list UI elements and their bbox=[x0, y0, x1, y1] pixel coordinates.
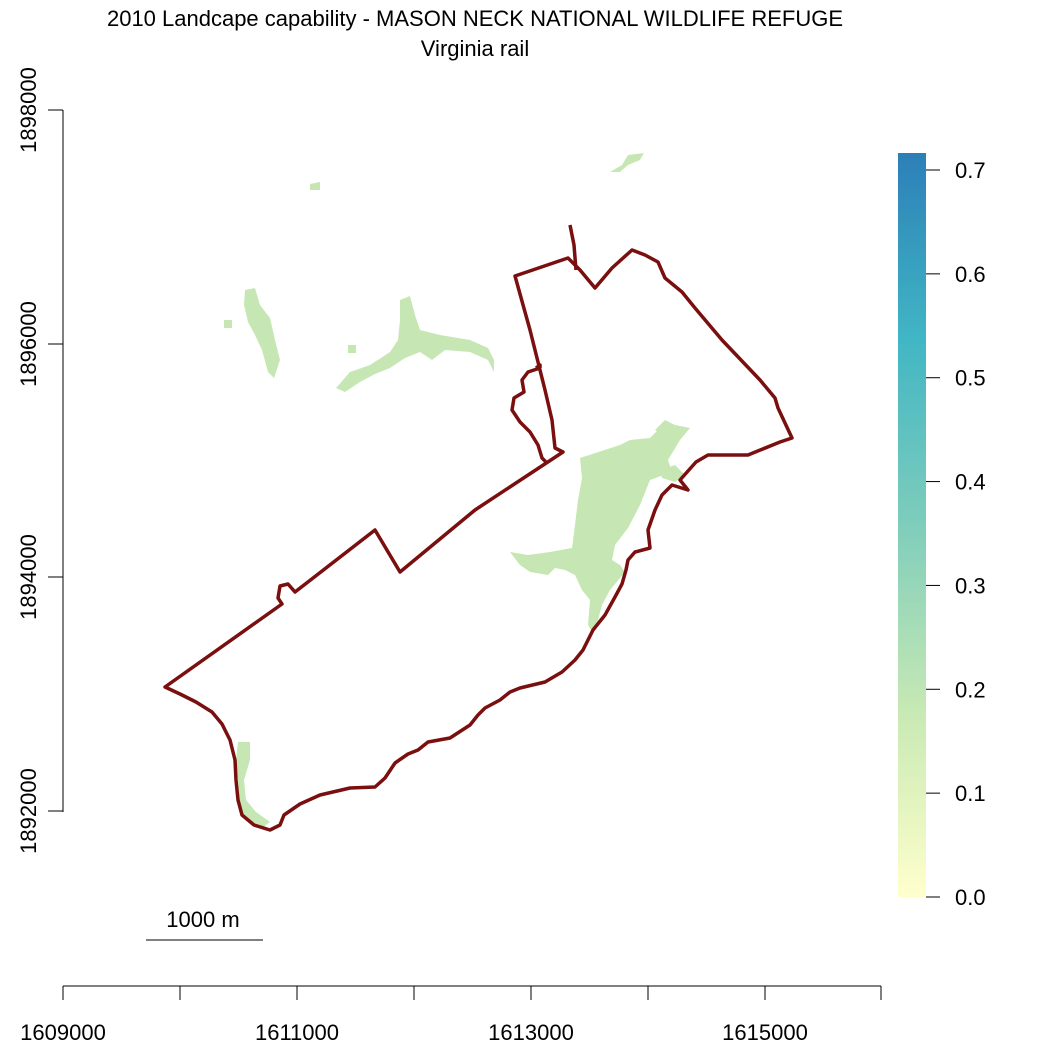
refuge-boundary bbox=[163, 224, 794, 832]
legend-tick-label: 0.0 bbox=[955, 885, 986, 910]
y-tick-label: 1898000 bbox=[16, 67, 41, 153]
legend-tick-label: 0.1 bbox=[955, 781, 986, 806]
raster-patch-north-center bbox=[336, 296, 494, 392]
y-tick-label: 1894000 bbox=[16, 534, 41, 620]
legend-tick-label: 0.7 bbox=[955, 158, 986, 183]
legend-ticks: 0.0 0.1 0.2 0.3 0.4 0.5 0.6 0.7 bbox=[926, 158, 986, 910]
map-title: 2010 Landcape capability - MASON NECK NA… bbox=[107, 6, 843, 31]
raster-patch-northwest bbox=[244, 288, 280, 378]
habitat-raster bbox=[224, 153, 690, 828]
y-tick-label: 1892000 bbox=[16, 768, 41, 854]
refuge-boundary-westlobe-top bbox=[534, 363, 542, 370]
raster-patch-southwest bbox=[236, 742, 270, 828]
raster-patch-northwest-b bbox=[224, 320, 232, 328]
refuge-boundary-northstub bbox=[568, 224, 578, 271]
legend: 0.0 0.1 0.2 0.3 0.4 0.5 0.6 0.7 bbox=[898, 153, 986, 910]
raster-patch-north-2 bbox=[610, 153, 644, 172]
refuge-boundary-westlobe bbox=[510, 366, 548, 464]
legend-tick-label: 0.4 bbox=[955, 470, 986, 495]
legend-tick-label: 0.6 bbox=[955, 262, 986, 287]
map-subtitle: Virginia rail bbox=[421, 36, 529, 61]
raster-patch-north-1 bbox=[310, 182, 320, 190]
legend-tick-label: 0.5 bbox=[955, 366, 986, 391]
x-tick-label: 1615000 bbox=[722, 1020, 808, 1045]
raster-patch-central bbox=[510, 428, 680, 632]
x-tick-label: 1611000 bbox=[255, 1020, 339, 1045]
scalebar-label: 1000 m bbox=[166, 907, 239, 932]
x-tick-label: 1613000 bbox=[488, 1020, 574, 1045]
raster-patch-central-ne bbox=[655, 420, 690, 440]
refuge-boundary-main bbox=[163, 248, 794, 832]
legend-tick-label: 0.3 bbox=[955, 573, 986, 598]
raster-patch-central-e bbox=[660, 465, 685, 482]
x-axis: 1609000 1611000 1613000 1615000 bbox=[20, 985, 882, 1045]
legend-tick-label: 0.2 bbox=[955, 677, 986, 702]
scalebar: 1000 m bbox=[146, 907, 263, 941]
legend-colorbar bbox=[898, 153, 926, 897]
raster-patch-north-center-b bbox=[348, 345, 356, 353]
y-axis: 1892000 1894000 1896000 1898000 bbox=[16, 67, 64, 854]
x-tick-label: 1609000 bbox=[20, 1020, 106, 1045]
y-tick-label: 1896000 bbox=[16, 301, 41, 387]
